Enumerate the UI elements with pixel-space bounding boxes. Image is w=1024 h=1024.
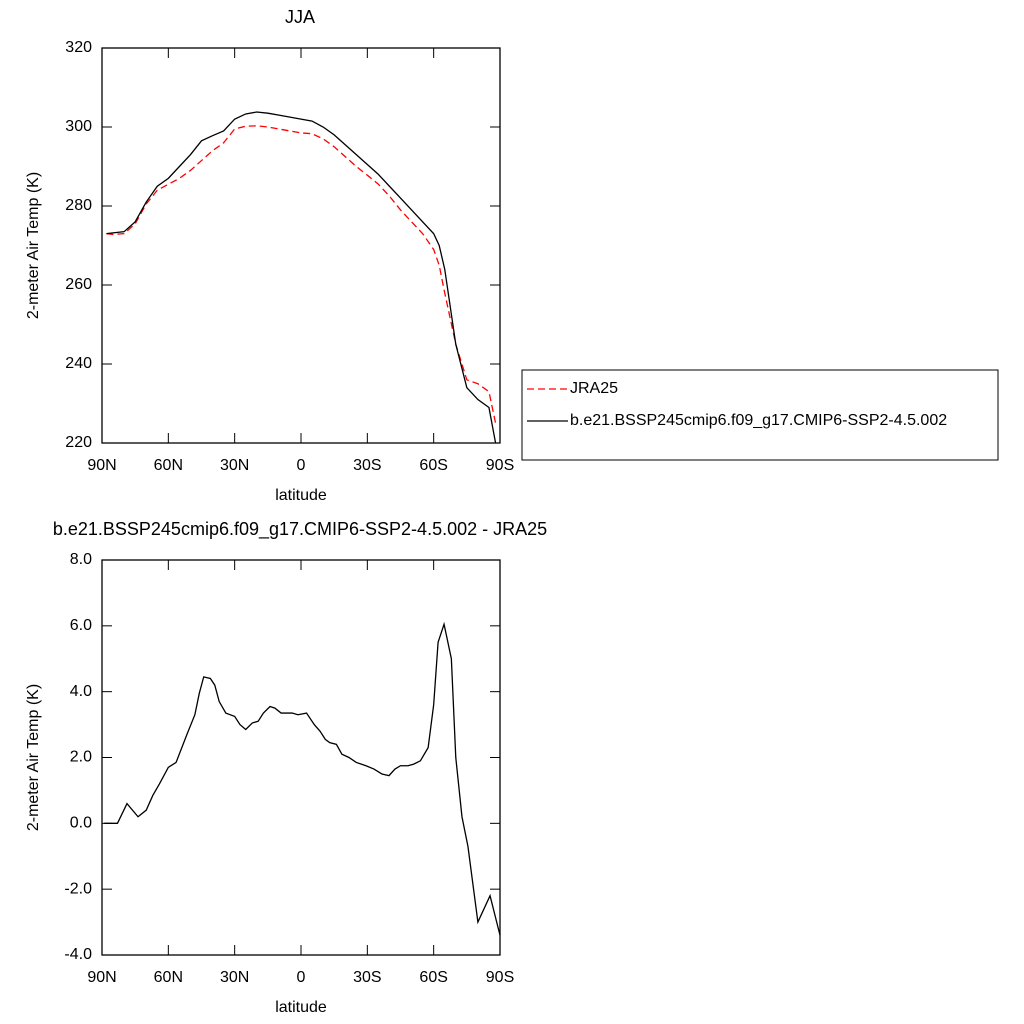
y-tick-label: 260 [65, 276, 92, 293]
x-tick-label: 30S [353, 969, 381, 986]
data-line [106, 111, 497, 444]
x-tick-label: 90S [486, 969, 514, 986]
y-tick-label: 8.0 [70, 551, 92, 568]
legend-label: JRA25 [570, 380, 618, 397]
x-tick-label: 90S [486, 457, 514, 474]
x-tick-label: 30N [220, 457, 249, 474]
x-tick-label: 60S [419, 969, 447, 986]
x-tick-label: 0 [297, 457, 306, 474]
x-tick-label: 90N [87, 969, 116, 986]
y-tick-label: 2.0 [70, 749, 92, 766]
y-tick-label: -4.0 [64, 946, 92, 963]
y-tick-label: 4.0 [70, 683, 92, 700]
chart-title: JJA [285, 7, 315, 27]
legend-box [521, 369, 999, 461]
y-tick-label: 280 [65, 197, 92, 214]
x-axis-label: latitude [275, 487, 327, 504]
y-axis-label: 2-meter Air Temp (K) [25, 172, 42, 319]
data-line [104, 621, 501, 936]
y-tick-label: 0.0 [70, 815, 92, 832]
y-tick-label: 320 [65, 39, 92, 56]
x-tick-label: 60N [154, 969, 183, 986]
y-tick-label: 220 [65, 434, 92, 451]
data-line [106, 125, 497, 424]
y-tick-label: 6.0 [70, 617, 92, 634]
plot-frame [101, 47, 501, 444]
x-tick-label: 30S [353, 457, 381, 474]
x-tick-label: 0 [297, 969, 306, 986]
x-tick-label: 60S [419, 457, 447, 474]
y-tick-label: 300 [65, 118, 92, 135]
x-tick-label: 90N [87, 457, 116, 474]
x-axis-label: latitude [275, 999, 327, 1016]
legend-label: b.e21.BSSP245cmip6.f09_g17.CMIP6-SSP2-4.… [570, 412, 947, 429]
y-axis-label: 2-meter Air Temp (K) [25, 684, 42, 831]
chart-title: b.e21.BSSP245cmip6.f09_g17.CMIP6-SSP2-4.… [53, 519, 547, 540]
y-tick-label: 240 [65, 355, 92, 372]
plot-frame [101, 559, 501, 956]
x-tick-label: 60N [154, 457, 183, 474]
y-tick-label: -2.0 [64, 880, 92, 897]
x-tick-label: 30N [220, 969, 249, 986]
